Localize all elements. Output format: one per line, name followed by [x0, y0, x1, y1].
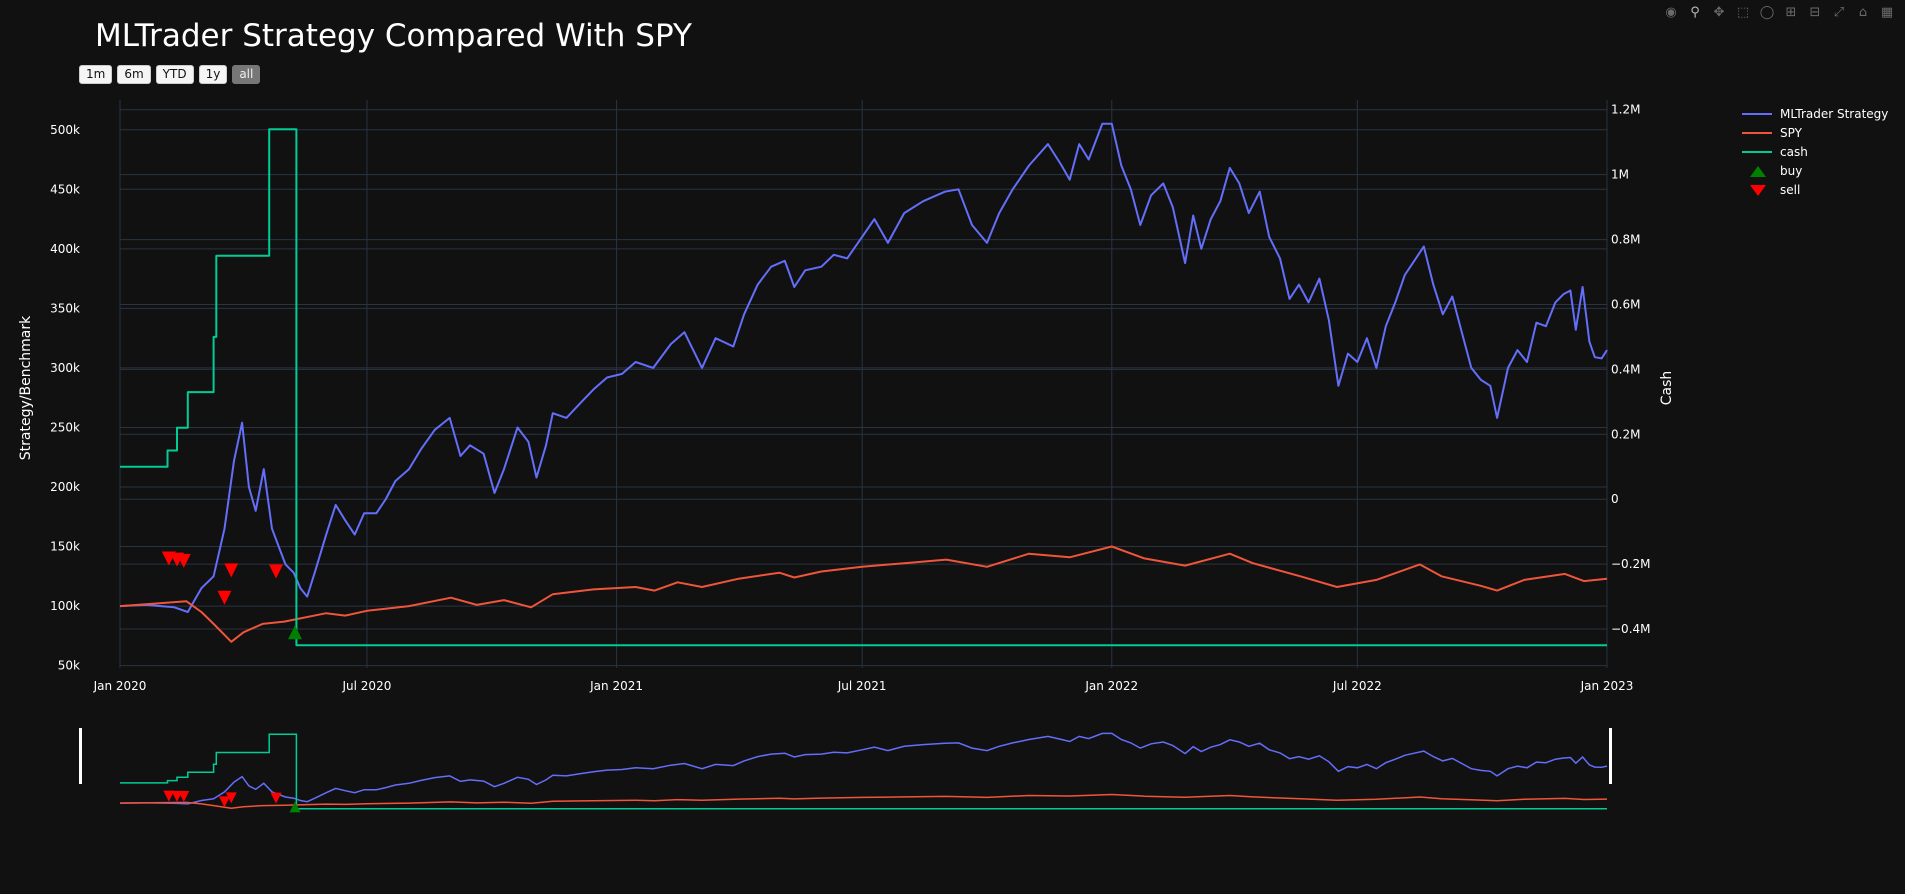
y-tick-label: 300k — [50, 361, 80, 375]
line-swatch-icon — [1740, 127, 1774, 139]
triangle-up-icon — [1740, 165, 1774, 177]
legend-item-sell[interactable]: sell — [1740, 180, 1888, 199]
legend-label: cash — [1780, 144, 1808, 159]
pan-icon[interactable]: ✥ — [1713, 4, 1725, 20]
slider-sell-marker — [178, 791, 190, 803]
range-selector: 1m 6m YTD 1y all — [79, 65, 261, 84]
chart-title: MLTrader Strategy Compared With SPY — [95, 18, 692, 54]
x-tick-label: Jan 2022 — [1084, 679, 1138, 693]
y2-tick-label: 0 — [1611, 492, 1619, 506]
lasso-icon[interactable]: ◯ — [1759, 4, 1775, 20]
sell-marker — [224, 563, 239, 578]
slider-buy-marker — [289, 801, 301, 813]
sell-marker — [176, 553, 191, 568]
spy-line — [119, 545, 1608, 643]
buy-marker — [288, 625, 303, 640]
legend-item-strategy[interactable]: MLTrader Strategy — [1740, 104, 1888, 123]
y2-tick-label: −0.4M — [1611, 622, 1651, 636]
legend: MLTrader Strategy SPY cash buy sell — [1740, 104, 1888, 199]
plotly-logo-icon[interactable]: ▦ — [1880, 4, 1894, 20]
zoom-out-icon[interactable]: ⊟ — [1809, 4, 1821, 20]
grid-layer — [119, 100, 1608, 668]
y-tick-label: 200k — [50, 480, 80, 494]
y-tick-label: 450k — [50, 182, 80, 196]
reset-axes-icon[interactable]: ⌂ — [1858, 4, 1868, 20]
autoscale-icon[interactable]: ⤢ — [1833, 4, 1845, 20]
slider-sell-marker — [163, 790, 175, 802]
series-layer — [119, 122, 1608, 647]
legend-item-buy[interactable]: buy — [1740, 161, 1888, 180]
triangle-down-icon — [1740, 184, 1774, 196]
y2-tick-label: 1M — [1611, 168, 1629, 182]
y2-tick-label: 1.2M — [1611, 103, 1640, 117]
zoom-in-icon[interactable]: ⊞ — [1785, 4, 1797, 20]
range-button-1m[interactable]: 1m — [79, 65, 113, 84]
sell-marker — [269, 564, 284, 579]
y-tick-label: 50k — [58, 659, 80, 673]
y-tick-label: 350k — [50, 301, 80, 315]
y2-tick-label: 0.8M — [1611, 233, 1640, 247]
legend-label: sell — [1780, 182, 1801, 197]
x-tick-label: Jan 2020 — [93, 679, 147, 693]
legend-item-cash[interactable]: cash — [1740, 142, 1888, 161]
slider-strategy-line — [119, 732, 1608, 805]
slider-handle-right[interactable] — [1609, 728, 1612, 784]
line-swatch-icon — [1740, 146, 1774, 158]
y-tick-label: 100k — [50, 599, 80, 613]
camera-icon[interactable]: ◉ — [1665, 4, 1677, 20]
sell-marker — [217, 590, 232, 605]
x-tick-label: Jul 2021 — [837, 679, 887, 693]
cash-line — [120, 128, 1607, 647]
slider-sell-marker — [225, 792, 237, 804]
y-tick-label: 400k — [50, 242, 80, 256]
box-select-icon[interactable]: ⬚ — [1736, 4, 1750, 20]
y2-tick-label: 0.4M — [1611, 362, 1640, 376]
range-button-all[interactable]: all — [232, 65, 261, 84]
range-button-1y[interactable]: 1y — [198, 65, 228, 84]
legend-item-spy[interactable]: SPY — [1740, 123, 1888, 142]
y2-tick-label: 0.6M — [1611, 297, 1640, 311]
y2-axis-label: Cash — [1659, 371, 1675, 406]
slider-cash-line — [120, 733, 1607, 810]
line-swatch-icon — [1740, 108, 1774, 120]
y2-tick-label: 0.2M — [1611, 427, 1640, 441]
range-button-6m[interactable]: 6m — [117, 65, 151, 84]
slider-sell-marker — [270, 792, 282, 804]
legend-label: buy — [1780, 163, 1803, 178]
legend-label: MLTrader Strategy — [1780, 106, 1889, 121]
x-tick-label: Jul 2020 — [342, 679, 392, 693]
range-slider[interactable] — [79, 728, 1612, 813]
strategy-line — [119, 122, 1608, 613]
marker-layer — [161, 551, 303, 640]
y-tick-label: 150k — [50, 540, 80, 554]
x-tick-label: Jul 2022 — [1332, 679, 1382, 693]
x-tick-label: Jan 2023 — [1580, 679, 1634, 693]
slider-sell-marker — [218, 796, 230, 808]
y-tick-label: 500k — [50, 123, 80, 137]
slider-handle-left[interactable] — [79, 728, 82, 784]
y-axis-label: Strategy/Benchmark — [18, 315, 34, 460]
modebar: ◉ ⚲ ✥ ⬚ ◯ ⊞ ⊟ ⤢ ⌂ ▦ — [1661, 2, 1897, 22]
legend-label: SPY — [1780, 125, 1802, 140]
y-tick-label: 250k — [50, 420, 80, 434]
zoom-icon[interactable]: ⚲ — [1690, 4, 1700, 20]
slider-spy-line — [119, 793, 1608, 809]
x-tick-label: Jan 2021 — [589, 679, 643, 693]
axis-layer: 50k 100k 150k 200k 250k 300k 350k 400k 450k 500k −… — [50, 103, 1650, 693]
y2-tick-label: −0.2M — [1611, 557, 1651, 571]
range-button-ytd[interactable]: YTD — [155, 65, 194, 84]
